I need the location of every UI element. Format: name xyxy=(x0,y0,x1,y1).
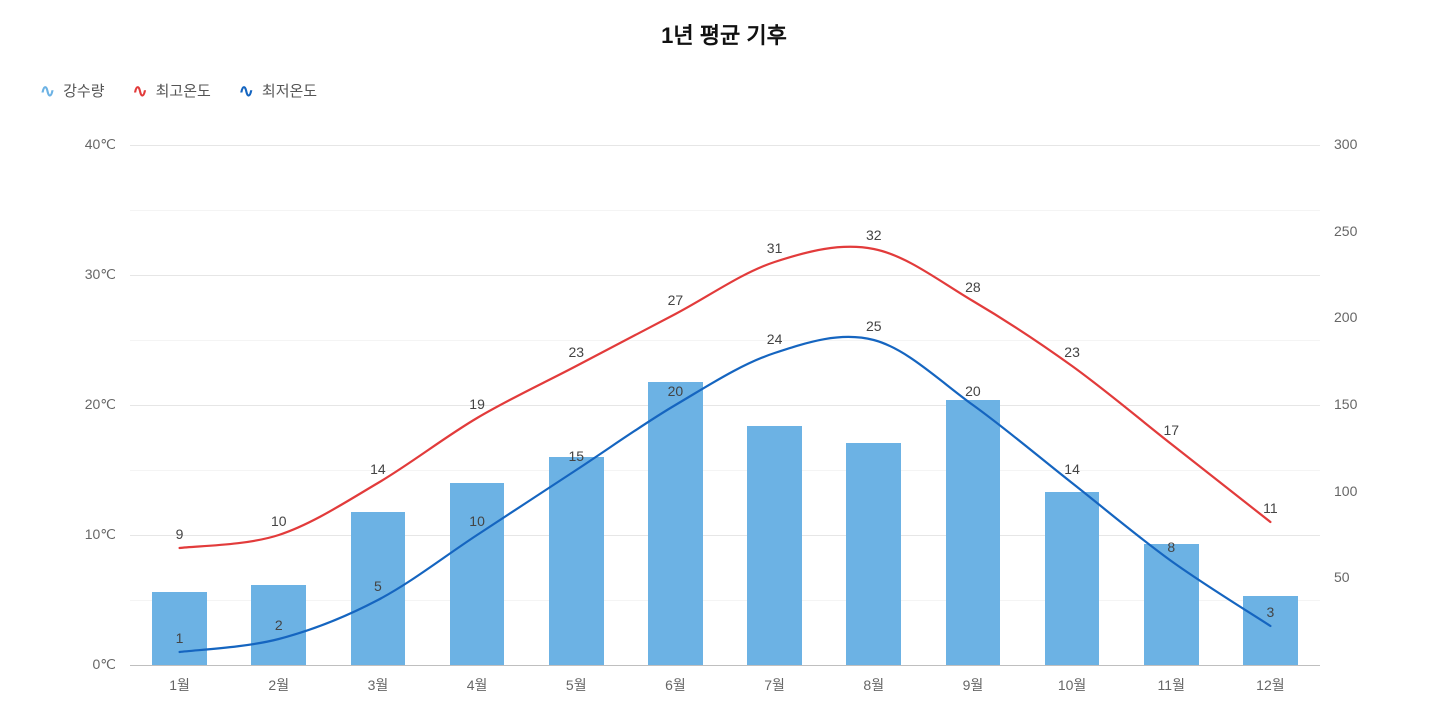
x-tick-label: 6월 xyxy=(665,675,686,695)
y-left-tick-label: 0℃ xyxy=(92,656,116,673)
x-tick-label: 5월 xyxy=(566,675,587,695)
low-temp-data-label: 3 xyxy=(1267,604,1275,620)
low-temp-data-label: 1 xyxy=(176,630,184,646)
gridline xyxy=(130,665,1320,666)
high-temp-data-label: 32 xyxy=(866,227,882,243)
legend-swatch-high: ∿ xyxy=(133,82,148,100)
low-temp-data-label: 15 xyxy=(568,448,584,464)
low-temp-data-label: 2 xyxy=(275,617,283,633)
y-right-tick-label: 300 xyxy=(1334,136,1357,152)
x-tick-label: 8월 xyxy=(863,675,884,695)
legend-label-high: 최고온도 xyxy=(156,80,211,101)
high-temp-data-label: 31 xyxy=(767,240,783,256)
low-temp-data-label: 20 xyxy=(668,383,684,399)
legend-swatch-precip: ∿ xyxy=(40,82,55,100)
climate-chart: 1년 평균 기후 ∿ 강수량 ∿ 최고온도 ∿ 최저온도 0℃ 10℃ 20℃ 30℃… xyxy=(0,0,1448,714)
x-tick-label: 9월 xyxy=(963,675,984,695)
x-tick-label: 7월 xyxy=(764,675,785,695)
y-right-tick-label: 100 xyxy=(1334,483,1357,499)
x-tick-label: 11월 xyxy=(1158,675,1185,695)
y-left-tick-label: 30℃ xyxy=(85,266,116,283)
line-layer xyxy=(130,145,1320,665)
high-temp-data-label: 19 xyxy=(469,396,485,412)
plot-area: 0℃10℃20℃30℃40℃501001502002503001월2월3월4월5… xyxy=(130,145,1320,665)
high-temp-data-label: 23 xyxy=(568,344,584,360)
low-temp-data-label: 10 xyxy=(469,513,485,529)
x-tick-label: 12월 xyxy=(1256,675,1284,695)
legend-item-low[interactable]: ∿ 최저온도 xyxy=(239,80,317,101)
low-temp-data-label: 8 xyxy=(1167,539,1175,555)
y-right-tick-label: 50 xyxy=(1334,569,1350,585)
chart-title: 1년 평균 기후 xyxy=(0,18,1448,50)
legend: ∿ 강수량 ∿ 최고온도 ∿ 최저온도 xyxy=(40,80,317,101)
high-temp-data-label: 11 xyxy=(1263,500,1278,516)
x-tick-label: 10월 xyxy=(1058,675,1086,695)
high-temp-data-label: 10 xyxy=(271,513,287,529)
y-left-tick-label: 10℃ xyxy=(85,526,116,543)
legend-swatch-low: ∿ xyxy=(239,82,254,100)
x-tick-label: 3월 xyxy=(368,675,389,695)
low-temp-data-label: 24 xyxy=(767,331,783,347)
y-left-tick-label: 20℃ xyxy=(85,396,116,413)
y-right-tick-label: 200 xyxy=(1334,309,1357,325)
high-temp-line[interactable] xyxy=(180,247,1271,548)
y-right-tick-label: 250 xyxy=(1334,223,1357,239)
legend-label-precip: 강수량 xyxy=(63,80,104,101)
legend-label-low: 최저온도 xyxy=(262,80,317,101)
x-tick-label: 4월 xyxy=(467,675,488,695)
high-temp-data-label: 14 xyxy=(370,461,386,477)
high-temp-data-label: 28 xyxy=(965,279,981,295)
high-temp-data-label: 23 xyxy=(1064,344,1080,360)
y-left-tick-label: 40℃ xyxy=(85,136,116,153)
high-temp-data-label: 27 xyxy=(668,292,684,308)
low-temp-data-label: 20 xyxy=(965,383,981,399)
low-temp-line[interactable] xyxy=(180,337,1271,652)
high-temp-data-label: 9 xyxy=(176,526,184,542)
low-temp-data-label: 5 xyxy=(374,578,382,594)
x-tick-label: 1월 xyxy=(169,675,190,695)
legend-item-high[interactable]: ∿ 최고온도 xyxy=(133,80,211,101)
low-temp-data-label: 14 xyxy=(1064,461,1080,477)
x-tick-label: 2월 xyxy=(268,675,289,695)
low-temp-data-label: 25 xyxy=(866,318,882,334)
y-right-tick-label: 150 xyxy=(1334,396,1357,412)
high-temp-data-label: 17 xyxy=(1163,422,1179,438)
legend-item-precip[interactable]: ∿ 강수량 xyxy=(40,80,105,101)
